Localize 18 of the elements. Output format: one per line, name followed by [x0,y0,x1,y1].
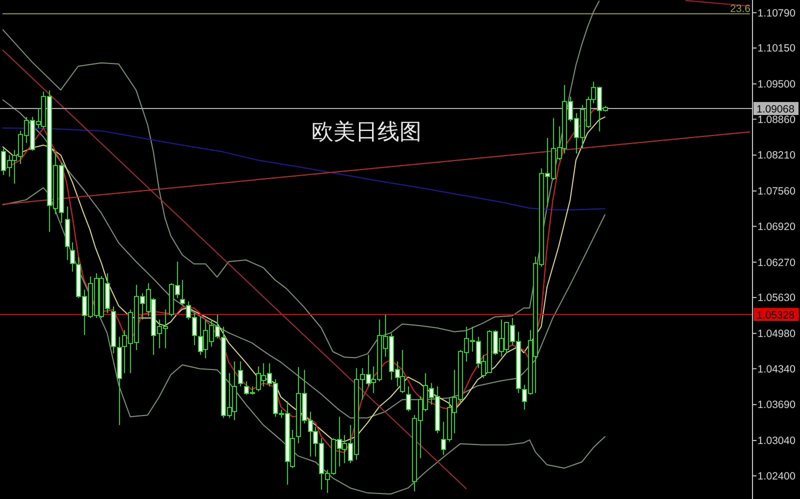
y-tick-label: 1.05630 [758,292,796,304]
y-tick-label: 1.03040 [758,435,796,448]
y-tick-label: 1.08860 [758,114,796,126]
ref-line-label: 1.05328 [756,310,795,322]
ref-line-label: 1.09068 [756,104,795,116]
y-tick-label: 1.06270 [758,256,796,269]
text: 欧美日线图 [311,119,422,144]
y-tick-label: 1.10150 [758,42,796,55]
y-tick-label: 1.06920 [758,220,796,233]
series-label: 23.6 [730,2,751,15]
y-tick-label: 1.02400 [758,470,796,482]
y-tick-label: 1.10790 [758,7,796,20]
y-tick-label: 1.04340 [758,363,796,376]
y-tick-label: 1.04980 [758,328,796,340]
y-tick-label: 1.03690 [758,399,796,412]
y-tick-label: 1.07560 [758,186,796,198]
y-tick-label: 1.08210 [758,150,796,162]
y-tick-label: 1.09500 [758,78,796,91]
